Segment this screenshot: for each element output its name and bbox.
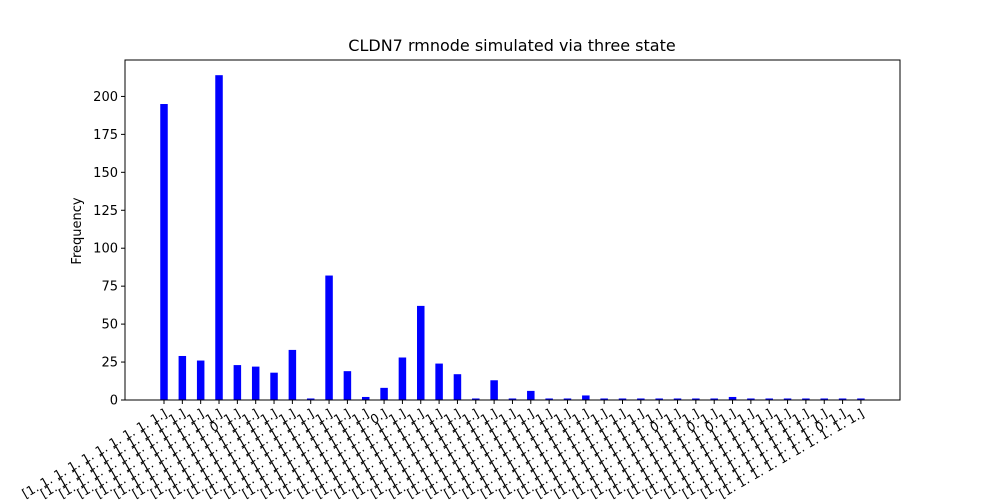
y-tick-label: 50	[101, 318, 118, 333]
y-ticks-group: 0 25 50 75 100 125 150 175 200	[93, 90, 125, 409]
bar	[527, 390, 535, 400]
bar	[802, 398, 810, 400]
bar	[472, 398, 480, 400]
bar	[618, 398, 627, 400]
bar	[545, 398, 553, 400]
bar	[417, 305, 425, 400]
bar	[233, 365, 242, 400]
plot-frame	[124, 59, 901, 401]
bar	[747, 398, 755, 400]
bar	[508, 398, 517, 400]
bar	[215, 75, 223, 401]
bar	[380, 387, 388, 400]
bar	[251, 366, 260, 400]
bar	[765, 398, 773, 400]
bar	[398, 357, 407, 400]
bar	[435, 363, 443, 400]
y-tick-label: 175	[93, 128, 118, 143]
bar	[196, 360, 205, 400]
y-tick-label: 100	[93, 242, 118, 257]
bar	[728, 396, 737, 400]
bars-group	[160, 75, 865, 401]
bar	[673, 398, 682, 400]
bar	[343, 371, 352, 400]
bar	[270, 372, 278, 400]
bar	[600, 398, 608, 400]
y-tick-label: 200	[93, 90, 118, 105]
chart-title: CLDN7 rmnode simulated via three state	[348, 36, 675, 55]
bar	[288, 349, 297, 400]
bar	[820, 398, 828, 400]
bar	[637, 398, 645, 400]
bar	[178, 355, 187, 400]
bar	[160, 104, 168, 401]
y-tick-label: 125	[93, 204, 118, 219]
bar	[582, 395, 590, 400]
bar	[655, 398, 663, 400]
bar	[306, 398, 315, 400]
y-tick-label: 75	[101, 280, 118, 295]
bar	[710, 398, 718, 400]
bar	[361, 396, 370, 400]
bar	[563, 398, 572, 400]
y-tick-label: 0	[110, 394, 118, 409]
y-tick-label: 25	[101, 356, 118, 371]
y-tick-label: 150	[93, 166, 118, 181]
bar	[692, 398, 700, 400]
bar	[453, 374, 462, 400]
bar	[783, 398, 792, 400]
bar	[838, 398, 847, 400]
bar	[490, 380, 498, 400]
y-axis-label: Frequency	[70, 197, 85, 264]
x-ticks-group: [1. 1. 1. 1. 1. 1. 1. 1. 1. 1.][1. 1. 1.…	[19, 400, 866, 500]
bar	[857, 398, 865, 400]
bar	[325, 275, 333, 400]
